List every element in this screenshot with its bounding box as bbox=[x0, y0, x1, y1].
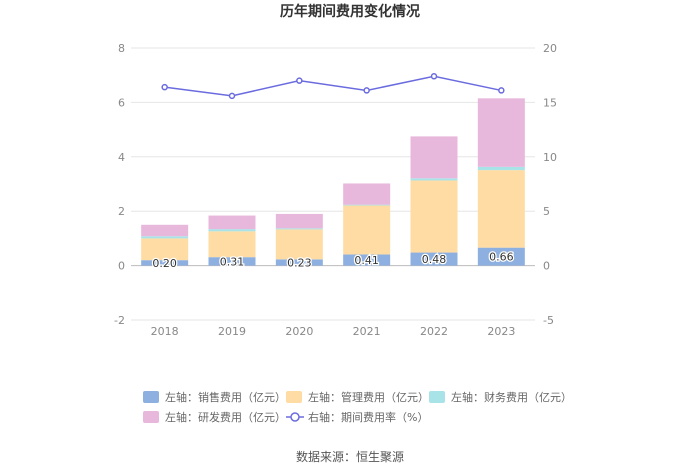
data-label: 0.31 bbox=[220, 255, 245, 268]
chart-title: 历年期间费用变化情况 bbox=[280, 3, 420, 20]
bar-segment bbox=[208, 229, 256, 232]
bar-segment bbox=[275, 259, 323, 266]
bar-segment bbox=[410, 180, 458, 253]
legend-label: 左轴：研发费用（亿元） bbox=[165, 410, 286, 424]
legend: 左轴：销售费用（亿元） 左轴：管理费用（亿元） 左轴：财务费用（亿元） 左轴：研发费用… bbox=[143, 390, 572, 424]
left-axis-tick-label: 8 bbox=[118, 42, 125, 55]
data-labels: 0.20 0.31 0.23 0.41 0.48 0.66 bbox=[151, 249, 515, 271]
legend-label: 左轴：销售费用（亿元） bbox=[165, 390, 286, 404]
bar-segment bbox=[343, 204, 391, 206]
right-axis-tick-label: 15 bbox=[543, 96, 557, 109]
right-axis-tick-label: 10 bbox=[543, 151, 557, 164]
right-axis-tick-label: 5 bbox=[543, 205, 550, 218]
bar-segment bbox=[141, 238, 189, 261]
bar-segment bbox=[410, 136, 458, 179]
source-note: 数据来源：恒生聚源 bbox=[296, 449, 404, 464]
rate-line-point bbox=[363, 87, 370, 94]
bar-segment bbox=[208, 231, 256, 258]
legend-label: 左轴：财务费用（亿元） bbox=[451, 390, 572, 404]
x-axis-tick-label: 2019 bbox=[218, 325, 246, 338]
legend-swatch-marker bbox=[290, 412, 300, 422]
right-axis-tick-label: -5 bbox=[543, 314, 554, 327]
rate-line-point bbox=[228, 92, 236, 100]
left-axis-tick-label: 2 bbox=[118, 205, 125, 218]
bar-segment bbox=[208, 257, 256, 266]
bar-segment bbox=[343, 205, 391, 255]
bar-segment bbox=[477, 247, 525, 266]
bar-segment bbox=[343, 254, 391, 266]
right-axis-tick-label: 0 bbox=[543, 260, 550, 273]
data-label: 0.23 bbox=[287, 256, 312, 269]
bar-segment bbox=[410, 252, 458, 266]
x-axis-tick-label: 2023 bbox=[487, 325, 515, 338]
x-axis-tick-label: 2021 bbox=[353, 325, 381, 338]
left-axis-tick-label: 4 bbox=[118, 151, 125, 164]
x-axis-tick-label: 2022 bbox=[420, 325, 448, 338]
bar-segment bbox=[141, 236, 189, 239]
bar-segment bbox=[477, 166, 525, 171]
x-axis-tick-label: 2018 bbox=[151, 325, 179, 338]
rate-line-path bbox=[164, 75, 502, 97]
bar-segment bbox=[477, 98, 525, 167]
rate-line-point bbox=[430, 73, 438, 80]
x-axis-tick-label: 2020 bbox=[285, 325, 313, 338]
data-label: 0.20 bbox=[152, 257, 177, 270]
legend-swatch bbox=[143, 411, 159, 423]
left-axis-tick-label: 6 bbox=[118, 96, 125, 109]
bars bbox=[141, 98, 525, 266]
bar-segment bbox=[275, 229, 323, 260]
rate-line-point bbox=[498, 87, 505, 94]
gridlines bbox=[131, 47, 535, 321]
legend-swatch bbox=[143, 391, 159, 403]
bar-segment bbox=[410, 178, 458, 181]
left-axis-tick-label: 0 bbox=[118, 260, 125, 273]
legend-swatch bbox=[429, 391, 445, 403]
legend-swatch bbox=[286, 391, 302, 403]
bar-segment bbox=[141, 224, 189, 237]
bar-segment bbox=[275, 228, 323, 230]
right-axis-tick-label: 20 bbox=[543, 42, 557, 55]
rate-line bbox=[161, 73, 505, 100]
legend-label: 左轴：管理费用（亿元） bbox=[308, 390, 429, 404]
bar-segment bbox=[275, 213, 323, 229]
bar-segment bbox=[141, 260, 189, 266]
legend-label: 右轴：期间费用率（%） bbox=[308, 410, 428, 424]
bar-segment bbox=[208, 215, 256, 230]
rate-line-point bbox=[296, 77, 303, 84]
rate-line-point bbox=[161, 83, 168, 91]
bar-segment bbox=[477, 170, 525, 248]
axes: -2 0 2 4 6 8 -5 0 5 10 15 20 2018 2019 2020 2021 2022 202… bbox=[114, 42, 557, 338]
data-label: 0.48 bbox=[422, 253, 447, 266]
data-label: 0.41 bbox=[354, 254, 379, 267]
data-label: 0.66 bbox=[489, 251, 514, 264]
left-axis-tick-label: -2 bbox=[114, 314, 125, 327]
bar-segment bbox=[343, 183, 391, 205]
